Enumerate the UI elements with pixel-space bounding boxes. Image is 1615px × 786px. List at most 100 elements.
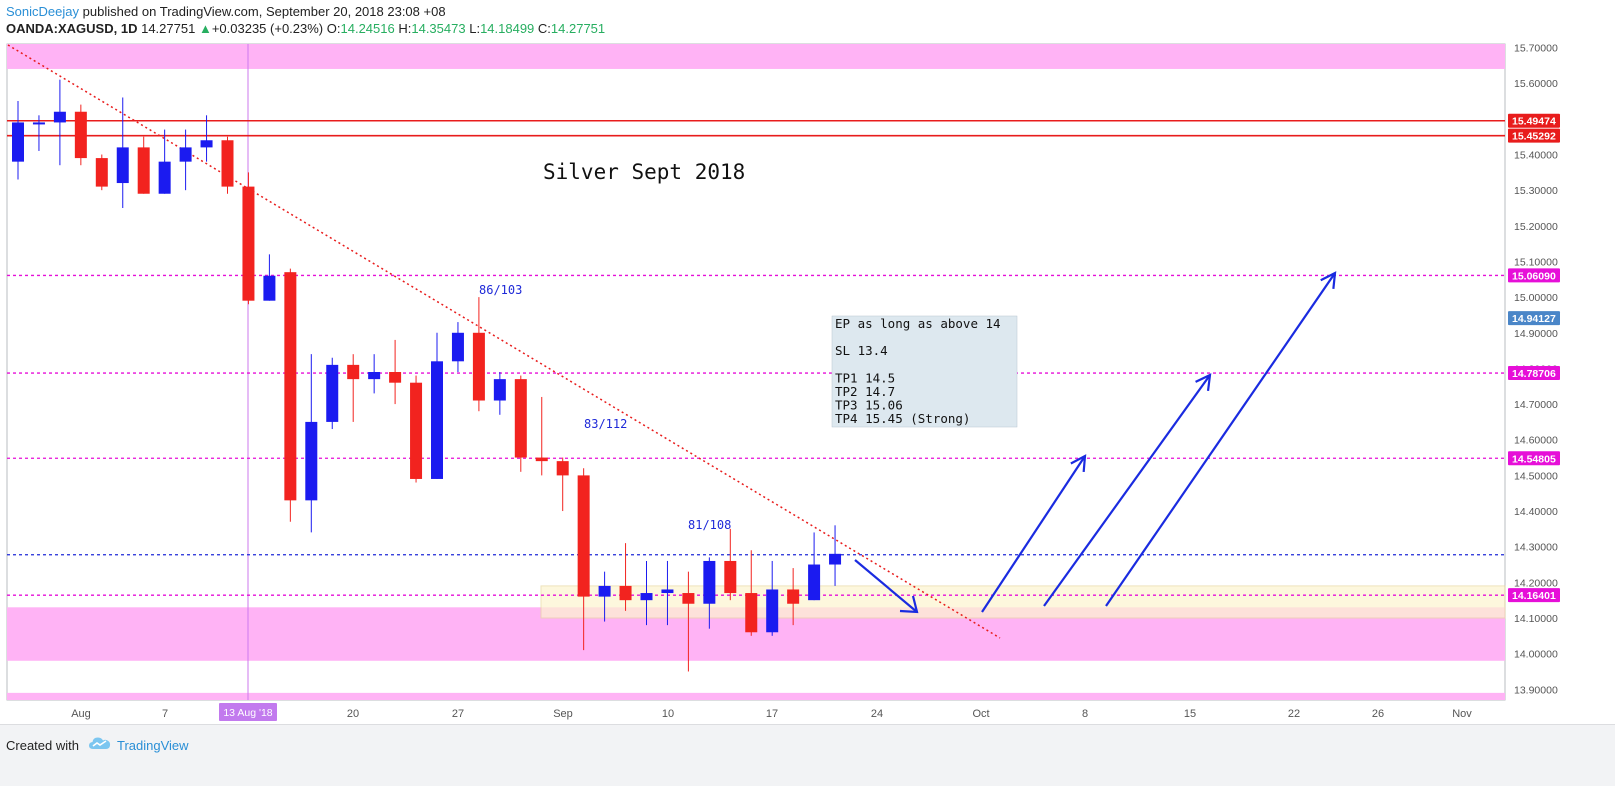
date-marker-tag bbox=[219, 703, 277, 721]
candle-up bbox=[661, 589, 674, 594]
candle-down bbox=[682, 593, 695, 604]
y-tick-label: 14.40000 bbox=[1514, 506, 1558, 518]
trade-note-line: TP1 14.5 bbox=[835, 370, 895, 385]
price-tag-label: 14.16401 bbox=[1512, 590, 1556, 602]
arrow-up-shaft bbox=[1043, 374, 1211, 607]
price-tag-label: 15.49474 bbox=[1512, 116, 1556, 128]
x-tick-label: Sep bbox=[553, 708, 573, 720]
high-label: H: bbox=[398, 21, 412, 36]
x-tick-label: 26 bbox=[1372, 708, 1384, 720]
y-tick-label: 14.50000 bbox=[1514, 470, 1558, 482]
trade-note-line: SL 13.4 bbox=[835, 343, 888, 358]
price-tag-label: 15.45292 bbox=[1512, 131, 1556, 143]
pink-zone bbox=[7, 44, 1505, 69]
publish-info: published on TradingView.com, September … bbox=[82, 4, 446, 19]
price-chart[interactable]: Silver Sept 2018 86/103 83/112 81/108 EP as … bbox=[0, 0, 1615, 724]
author-link[interactable]: SonicDeejay bbox=[6, 4, 79, 19]
x-tick-label: Aug bbox=[71, 708, 91, 720]
y-tick-label: 15.40000 bbox=[1514, 150, 1558, 162]
current-price-label: 14.94127 bbox=[1512, 313, 1556, 325]
candle-up bbox=[493, 379, 506, 401]
candle-down bbox=[242, 186, 255, 301]
y-tick-label: 14.30000 bbox=[1514, 542, 1558, 554]
trade-note-line: TP4 15.45 (Strong) bbox=[835, 411, 970, 426]
candle-down bbox=[514, 379, 527, 458]
y-tick-label: 15.00000 bbox=[1514, 292, 1558, 304]
arrow-up-shaft bbox=[1105, 272, 1336, 607]
candle-down bbox=[472, 332, 485, 401]
symbol-label: OANDA:XAGUSD, 1D bbox=[6, 21, 138, 36]
candle-down bbox=[284, 272, 297, 501]
candle-down bbox=[410, 382, 423, 479]
price-tag bbox=[1508, 128, 1560, 143]
low-value: 14.18499 bbox=[480, 21, 535, 36]
high-value: 14.35473 bbox=[411, 21, 466, 36]
trade-note-line: TP3 15.06 bbox=[835, 398, 903, 413]
y-tick-label: 14.60000 bbox=[1514, 435, 1558, 447]
candle-down bbox=[787, 589, 800, 604]
candle-down bbox=[389, 372, 402, 383]
price-tag bbox=[1508, 366, 1560, 381]
x-tick-label: 15 bbox=[1184, 708, 1196, 720]
open-label: O: bbox=[326, 21, 341, 36]
y-tick-label: 15.20000 bbox=[1514, 221, 1558, 233]
candle-down bbox=[535, 457, 548, 462]
candle-up bbox=[32, 122, 45, 125]
candle-down bbox=[745, 593, 758, 633]
candle-up bbox=[640, 593, 653, 601]
arrow-up-head bbox=[1320, 271, 1337, 290]
x-tick-label: 13 Aug '18 bbox=[223, 707, 272, 719]
candle-down bbox=[556, 461, 569, 476]
arrow-up-head bbox=[1195, 373, 1212, 392]
wave-annotation: 83/112 bbox=[584, 417, 627, 431]
arrow-down-head bbox=[899, 595, 919, 614]
y-tick-label: 15.30000 bbox=[1514, 185, 1558, 197]
wave-annotation: 86/103 bbox=[479, 283, 522, 297]
y-tick-label: 15.10000 bbox=[1514, 256, 1558, 268]
candle-down bbox=[347, 364, 360, 380]
x-tick-label: 17 bbox=[766, 708, 778, 720]
y-tick-label: 14.10000 bbox=[1514, 613, 1558, 625]
x-tick-label: 24 bbox=[871, 708, 883, 720]
x-tick-label: 20 bbox=[347, 708, 359, 720]
candle-up bbox=[179, 147, 192, 162]
arrow-up-head bbox=[1070, 454, 1087, 473]
candle-up bbox=[53, 111, 66, 123]
open-value: 14.24516 bbox=[340, 21, 395, 36]
candle-down bbox=[95, 158, 108, 187]
candle-up bbox=[116, 147, 129, 184]
x-tick-label: 22 bbox=[1288, 708, 1300, 720]
y-tick-label: 15.60000 bbox=[1514, 78, 1558, 90]
price-change: +0.03235 (+0.23%) bbox=[211, 21, 324, 36]
current-price-tag bbox=[1508, 311, 1560, 326]
arrow-up-shaft bbox=[981, 455, 1086, 613]
ohlc-line: OANDA:XAGUSD, 1D 14.27751 ▲+0.03235 (+0.… bbox=[6, 21, 605, 36]
x-tick-label: 8 bbox=[1082, 708, 1088, 720]
up-arrow-icon: ▲ bbox=[198, 21, 212, 36]
candle-up bbox=[703, 560, 716, 604]
y-tick-label: 15.70000 bbox=[1514, 43, 1558, 55]
y-tick-label: 14.00000 bbox=[1514, 649, 1558, 661]
x-tick-label: 27 bbox=[452, 708, 464, 720]
candle-down bbox=[577, 475, 590, 597]
candle-up bbox=[305, 421, 318, 501]
candle-up bbox=[326, 364, 339, 422]
candle-down bbox=[137, 147, 150, 194]
candle-up bbox=[808, 564, 821, 601]
tradingview-cloud-icon bbox=[89, 737, 111, 749]
x-tick-label: 7 bbox=[162, 708, 168, 720]
candle-up bbox=[263, 275, 276, 301]
candle-up bbox=[431, 361, 443, 479]
close-label: C: bbox=[537, 21, 551, 36]
candle-down bbox=[74, 111, 87, 159]
trade-note-line: EP as long as above 14 bbox=[835, 316, 1001, 331]
y-tick-label: 14.90000 bbox=[1514, 328, 1558, 340]
entry-zone bbox=[540, 585, 1506, 619]
price-tag bbox=[1508, 588, 1560, 603]
trade-note-line: TP2 14.7 bbox=[835, 384, 895, 399]
tradingview-link[interactable]: TradingView bbox=[117, 738, 189, 753]
chart-header: SonicDeejay published on TradingView.com… bbox=[0, 0, 1615, 44]
candle-up bbox=[200, 140, 213, 148]
price-tag-label: 14.54805 bbox=[1512, 453, 1556, 465]
candle-up bbox=[451, 332, 464, 362]
